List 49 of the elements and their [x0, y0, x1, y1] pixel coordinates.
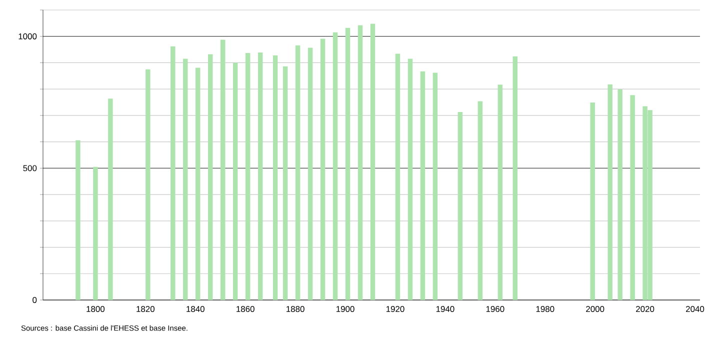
- y-tick-label: 500: [23, 165, 37, 172]
- bar: [618, 89, 622, 300]
- bar: [232, 62, 238, 300]
- bar: [146, 69, 150, 300]
- bar: [478, 101, 483, 300]
- bar: [320, 38, 326, 300]
- bar: [308, 48, 313, 300]
- x-tick-label: 2040: [686, 306, 704, 312]
- bar: [220, 40, 226, 300]
- x-tick-label: 1860: [236, 306, 254, 312]
- x-tick-label: 1820: [136, 306, 155, 312]
- bar: [208, 54, 213, 300]
- x-tick-label: 1980: [536, 306, 554, 312]
- y-tick-label: 1000: [18, 33, 37, 40]
- bar: [408, 58, 413, 300]
- bar: [282, 66, 288, 300]
- bar: [395, 54, 400, 300]
- bar: [332, 32, 338, 300]
- bar: [590, 102, 595, 300]
- bar: [196, 68, 200, 300]
- bar: [370, 24, 376, 300]
- x-tick-label: 1800: [86, 306, 105, 312]
- bar: [358, 25, 363, 300]
- bar: [76, 140, 80, 300]
- bar: [170, 46, 176, 300]
- bar: [245, 52, 250, 300]
- x-tick-label: 1880: [286, 306, 304, 312]
- bar: [272, 55, 278, 300]
- bar: [93, 166, 98, 300]
- x-tick-label: 1940: [436, 306, 454, 312]
- bar: [608, 84, 612, 300]
- x-tick-label: 1920: [386, 306, 404, 312]
- bar: [458, 112, 463, 300]
- bar: [498, 84, 503, 300]
- bar: [108, 98, 113, 300]
- bar: [295, 45, 300, 300]
- x-tick-label: 1840: [186, 306, 204, 312]
- bar: [420, 71, 426, 300]
- bar: [345, 28, 350, 300]
- x-tick-label: 2000: [586, 306, 604, 312]
- bar: [512, 56, 518, 300]
- x-tick-label: 1900: [336, 306, 354, 312]
- bar: [630, 95, 635, 300]
- x-tick-label: 2020: [636, 306, 654, 312]
- y-tick-label: 0: [32, 297, 37, 303]
- bar: [183, 58, 188, 300]
- bar: [258, 52, 263, 300]
- x-tick-label: 1960: [486, 306, 504, 312]
- bar: [432, 72, 438, 300]
